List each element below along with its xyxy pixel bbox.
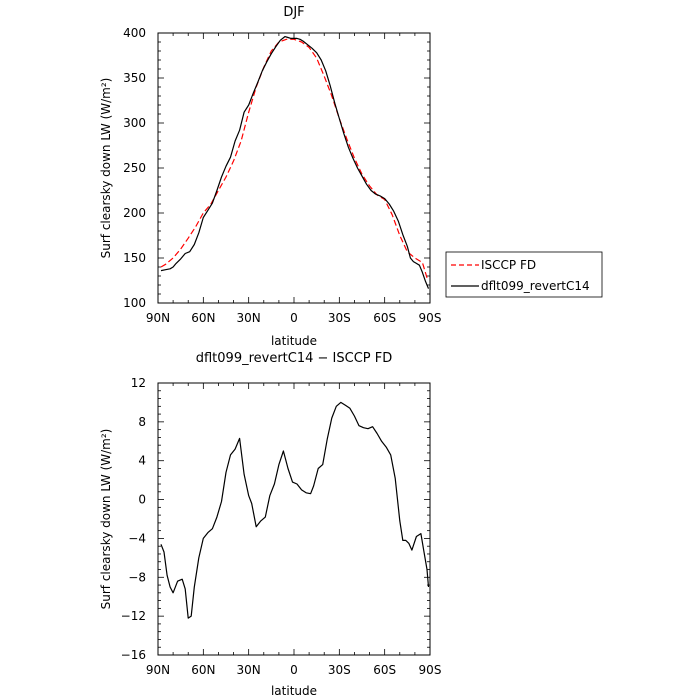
bottom-chart-ylabel: Surf clearsky down LW (W/m²) xyxy=(99,429,113,610)
bottom-y-tick-label: −12 xyxy=(121,609,146,623)
bottom-x-tick-label: 0 xyxy=(290,663,298,677)
top-x-tick-label: 60N xyxy=(191,311,215,325)
bottom-x-tick-label: 90S xyxy=(419,663,442,677)
bottom-y-tick-label: −16 xyxy=(121,648,146,662)
bottom-y-tick-label: −4 xyxy=(128,531,146,545)
bottom-chart-panel: dflt099_revertC14 − ISCCP FD 90N 60N 30N 0 3… xyxy=(99,351,441,698)
top-x-tick-label: 30N xyxy=(237,311,261,325)
top-series-line-dflt099-revertc14 xyxy=(160,35,430,289)
top-y-tick-label: 300 xyxy=(123,116,146,130)
bottom-y-tick-label: 12 xyxy=(131,376,146,390)
top-y-tick-label: 400 xyxy=(123,26,146,40)
bottom-x-tick-label: 60S xyxy=(373,663,396,677)
bottom-y-tick-label: 0 xyxy=(138,493,146,507)
legend-label-dflt099: dflt099_revertC14 xyxy=(481,279,590,293)
bottom-y-tick-label: 8 xyxy=(138,415,146,429)
top-y-tick-label: 100 xyxy=(123,296,146,310)
top-chart-title: DJF xyxy=(283,5,304,20)
bottom-chart-title: dflt099_revertC14 − ISCCP FD xyxy=(196,351,393,366)
top-x-tick-label: 90N xyxy=(146,311,170,325)
top-chart-xlabel: latitude xyxy=(271,334,317,348)
bottom-plot-area: 90N 60N 30N 0 30S 60S 90S −16 −12 −8 −4 0 4 8 12 xyxy=(121,376,442,677)
top-y-tick-label: 150 xyxy=(123,251,146,265)
bottom-y-tick-label: −8 xyxy=(128,570,146,584)
top-chart-ylabel: Surf clearsky down LW (W/m²) xyxy=(99,78,113,259)
legend-box xyxy=(445,251,603,298)
bottom-y-tick-label: 4 xyxy=(138,454,146,468)
bottom-plot-frame xyxy=(157,382,431,656)
top-x-tick-label: 30S xyxy=(328,311,351,325)
bottom-x-tick-label: 60N xyxy=(191,663,215,677)
legend-label-isccp-fd: ISCCP FD xyxy=(481,258,536,272)
top-x-tick-label: 60S xyxy=(373,311,396,325)
bottom-x-tick-label: 30N xyxy=(237,663,261,677)
bottom-series-line-0 xyxy=(160,401,430,619)
bottom-chart-xlabel: latitude xyxy=(271,684,317,698)
top-y-tick-label: 350 xyxy=(123,71,146,85)
top-x-tick-label: 0 xyxy=(290,311,298,325)
top-x-tick-label: 90S xyxy=(419,311,442,325)
top-chart-panel: DJF 90N 60N 30N 0 30S 60S 90S 100 150 200 250 300 35… xyxy=(99,5,603,348)
bottom-x-tick-label: 90N xyxy=(146,663,170,677)
legend: ISCCP FD dflt099_revertC14 xyxy=(445,251,603,298)
top-plot-area: 90N 60N 30N 0 30S 60S 90S 100 150 200 250 300 350 400 xyxy=(123,26,441,325)
top-y-tick-label: 250 xyxy=(123,161,146,175)
top-series-line-isccp-fd xyxy=(160,38,428,278)
top-plot-frame xyxy=(157,32,431,304)
top-y-tick-label: 200 xyxy=(123,206,146,220)
bottom-x-tick-label: 30S xyxy=(328,663,351,677)
